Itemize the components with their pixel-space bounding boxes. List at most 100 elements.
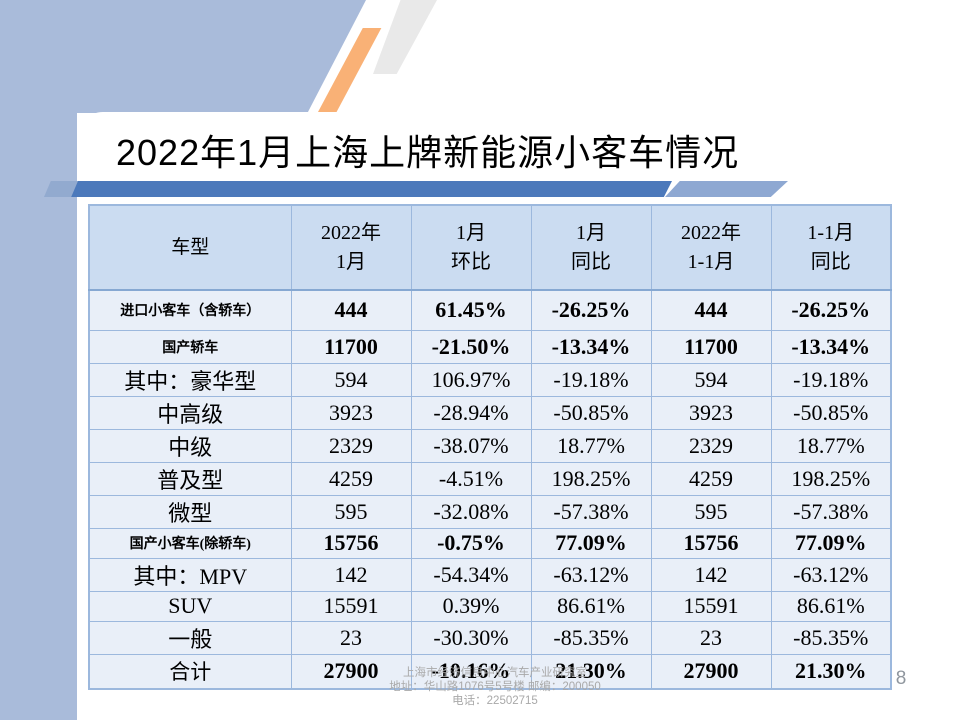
cell-value: 15756 — [290, 527, 412, 559]
left-accent-band — [0, 0, 77, 720]
cell-value: 142 — [290, 557, 412, 592]
cell-yoy: 86.61% — [530, 590, 652, 622]
cell-cumulative: 142 — [650, 557, 772, 592]
cell-yoy: 77.09% — [530, 527, 652, 559]
row-label: 国产小客车(除轿车) — [88, 527, 292, 559]
table-row: 其中：豪华型 594 106.97% -19.18% 594 -19.18% — [88, 362, 892, 397]
table-row: 一般 23 -30.30% -85.35% 23 -85.35% — [88, 620, 892, 655]
row-label: 中高级 — [88, 395, 292, 430]
table-row: 中级 2329 -38.07% 18.77% 2329 18.77% — [88, 428, 892, 463]
cell-cumulative: 15591 — [650, 590, 772, 622]
cell-value: 27900 — [290, 653, 412, 690]
cell-value: 2329 — [290, 428, 412, 463]
cell-yoy: -63.12% — [530, 557, 652, 592]
row-label: 合计 — [88, 653, 292, 690]
cell-cumulative-yoy: -13.34% — [770, 329, 892, 364]
cell-value: 4259 — [290, 461, 412, 496]
footer: 上海市经济信息中心汽车产业研究室 地址：华山路1076号5号楼 邮编：20005… — [77, 666, 913, 708]
footer-address-line: 地址：华山路1076号5号楼 邮编：200050 — [389, 681, 601, 693]
cell-mom: -0.75% — [410, 527, 532, 559]
cell-cumulative-yoy: 77.09% — [770, 527, 892, 559]
row-label: 其中：MPV — [88, 557, 292, 592]
footer-org-line: 上海市经济信息中心汽车产业研究室 — [403, 667, 587, 679]
table-header-row: 车型 2022年 1月 1月 环比 1月 同比 2022年 1-1月 1-1月 … — [88, 204, 892, 291]
vehicle-data-table: 车型 2022年 1月 1月 环比 1月 同比 2022年 1-1月 1-1月 … — [88, 204, 892, 690]
cell-mom: -32.08% — [410, 494, 532, 529]
cell-mom: -38.07% — [410, 428, 532, 463]
cell-mom: -21.50% — [410, 329, 532, 364]
cell-mom: 106.97% — [410, 362, 532, 397]
cell-mom: -30.30% — [410, 620, 532, 655]
row-label: 普及型 — [88, 461, 292, 496]
col-header-vehicle-type: 车型 — [88, 204, 292, 291]
table-row: 中高级 3923 -28.94% -50.85% 3923 -50.85% — [88, 395, 892, 430]
table-row: 微型 595 -32.08% -57.38% 595 -57.38% — [88, 494, 892, 529]
cell-cumulative-yoy: 18.77% — [770, 428, 892, 463]
table-row: 进口小客车（含轿车） 444 61.45% -26.25% 444 -26.25… — [88, 289, 892, 331]
cell-cumulative-yoy: -50.85% — [770, 395, 892, 430]
table-row: 国产小客车(除轿车) 15756 -0.75% 77.09% 15756 77.… — [88, 527, 892, 559]
cell-value: 23 — [290, 620, 412, 655]
cell-mom: -28.94% — [410, 395, 532, 430]
row-label: 一般 — [88, 620, 292, 655]
row-label: SUV — [88, 590, 292, 622]
cell-yoy: 198.25% — [530, 461, 652, 496]
cell-cumulative: 594 — [650, 362, 772, 397]
title-underline-bar-right-cap — [665, 181, 788, 197]
row-label: 国产轿车 — [88, 329, 292, 364]
footer-phone-line: 电话：22502715 — [452, 695, 538, 707]
cell-cumulative: 15756 — [650, 527, 772, 559]
table-row-total: 合计 27900 -10.16% 21.30% 27900 21.30% — [88, 653, 892, 690]
cell-mom: -54.34% — [410, 557, 532, 592]
table-row: 国产轿车 11700 -21.50% -13.34% 11700 -13.34% — [88, 329, 892, 364]
cell-yoy: 21.30% — [530, 653, 652, 690]
cell-value: 15591 — [290, 590, 412, 622]
col-header-month-value: 2022年 1月 — [290, 204, 412, 291]
cell-value: 594 — [290, 362, 412, 397]
cell-yoy: -19.18% — [530, 362, 652, 397]
cell-mom: 0.39% — [410, 590, 532, 622]
cell-yoy: 18.77% — [530, 428, 652, 463]
slide-title: 2022年1月上海上牌新能源小客车情况 — [116, 132, 740, 173]
cell-cumulative-yoy: 86.61% — [770, 590, 892, 622]
cell-cumulative-yoy: 198.25% — [770, 461, 892, 496]
cell-yoy: -13.34% — [530, 329, 652, 364]
page-number: 8 — [895, 668, 907, 689]
cell-cumulative: 444 — [650, 289, 772, 331]
cell-value: 444 — [290, 289, 412, 331]
col-header-yoy: 1月 同比 — [530, 204, 652, 291]
cell-yoy: -57.38% — [530, 494, 652, 529]
table-row: 其中：MPV 142 -54.34% -63.12% 142 -63.12% — [88, 557, 892, 592]
cell-cumulative: 23 — [650, 620, 772, 655]
cell-cumulative-yoy: -19.18% — [770, 362, 892, 397]
cell-mom: 61.45% — [410, 289, 532, 331]
title-underline-bar-left-cap — [44, 181, 78, 197]
cell-value: 595 — [290, 494, 412, 529]
cell-cumulative-yoy: -26.25% — [770, 289, 892, 331]
col-header-cumulative-yoy: 1-1月 同比 — [770, 204, 892, 291]
cell-cumulative-yoy: 21.30% — [770, 653, 892, 690]
row-label: 进口小客车（含轿车） — [88, 289, 292, 331]
cell-cumulative: 4259 — [650, 461, 772, 496]
cell-yoy: -85.35% — [530, 620, 652, 655]
cell-cumulative: 3923 — [650, 395, 772, 430]
col-header-cumulative: 2022年 1-1月 — [650, 204, 772, 291]
cell-cumulative: 27900 — [650, 653, 772, 690]
cell-mom: -10.16% — [410, 653, 532, 690]
cell-cumulative-yoy: -85.35% — [770, 620, 892, 655]
table-row: SUV 15591 0.39% 86.61% 15591 86.61% — [88, 590, 892, 622]
cell-cumulative: 2329 — [650, 428, 772, 463]
title-underline-bar — [48, 181, 672, 197]
cell-cumulative-yoy: -63.12% — [770, 557, 892, 592]
cell-cumulative-yoy: -57.38% — [770, 494, 892, 529]
cell-cumulative: 11700 — [650, 329, 772, 364]
cell-mom: -4.51% — [410, 461, 532, 496]
row-label: 微型 — [88, 494, 292, 529]
cell-yoy: -50.85% — [530, 395, 652, 430]
row-label: 中级 — [88, 428, 292, 463]
col-header-mom: 1月 环比 — [410, 204, 532, 291]
cell-value: 3923 — [290, 395, 412, 430]
cell-value: 11700 — [290, 329, 412, 364]
cell-cumulative: 595 — [650, 494, 772, 529]
